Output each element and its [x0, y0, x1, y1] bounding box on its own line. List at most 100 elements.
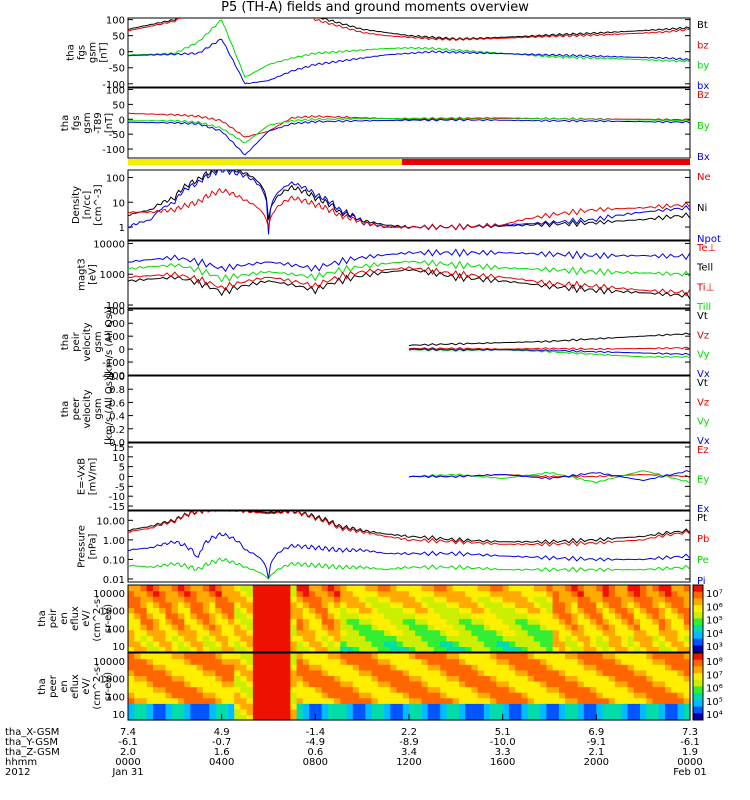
xaxis-value: 3.4 [401, 747, 417, 758]
ylabel: E=-VxB[mV/m] [77, 458, 99, 496]
colorbar-label: 10⁶ [706, 602, 723, 613]
ylabel: Pressure[nPa] [77, 525, 99, 568]
ylabel-line: velocity [82, 389, 93, 428]
series-Ex [408, 470, 690, 482]
colorbar-cell [693, 631, 703, 640]
ytick-label: 1000 [100, 675, 125, 686]
ylabel-line: gsm [93, 331, 104, 352]
ylabel-line: [nT] [104, 113, 115, 133]
legend-Bt: Bt [697, 20, 708, 31]
legend-bx: bx [697, 81, 709, 92]
xaxis-value: 0.6 [307, 747, 323, 758]
ylabel-line: peer [71, 397, 82, 421]
legend-Till: Till [696, 302, 711, 313]
ylabel-line: fgs [77, 45, 88, 60]
ytick-label: 0.8 [109, 385, 125, 396]
legend-Pt: Pt [697, 513, 707, 524]
mode-bar-slow [128, 159, 402, 165]
ytick-label: 1000 [100, 607, 125, 618]
xaxis-value: -10.0 [490, 737, 516, 748]
ytick-label: -50 [109, 130, 125, 141]
xaxis-value: -4.9 [306, 737, 326, 748]
series-Bx [128, 118, 690, 156]
ylabel-line: peir [48, 608, 59, 628]
colorbar-cell [693, 659, 703, 667]
series-Bt [128, 18, 690, 41]
series-Vt [408, 332, 690, 347]
ytick-label: 50 [112, 100, 125, 111]
ylabel-line: magt3 [77, 258, 88, 291]
panel-frame [127, 87, 691, 159]
ytick-label: 0.2 [109, 425, 125, 436]
series-Pe [128, 557, 690, 580]
ytick-label: -15 [109, 502, 125, 513]
colorbar-frame [692, 584, 704, 653]
xaxis-value: -6.1 [680, 737, 700, 748]
series-Ni [128, 170, 690, 231]
colorbar-cell [693, 706, 703, 714]
xaxis-value: 1.9 [682, 747, 698, 758]
ylabel-line: E=-VxB [77, 458, 88, 495]
legend-Vy: Vy [697, 417, 710, 428]
colorbar-cell [693, 618, 703, 626]
xaxis-value: 2.1 [588, 747, 604, 758]
ytick-label: 0.6 [109, 398, 125, 409]
series-Pb [128, 511, 690, 547]
xaxis-value: 5.1 [495, 727, 511, 738]
panel-efield: E=-VxB[mV/m] [77, 442, 691, 511]
ytick-label: 15 [112, 443, 125, 454]
panel-peer_vel: thapeervelocitygsm[km/s (All Qs)] [60, 373, 691, 445]
colorbar-cell [693, 713, 703, 721]
xaxis-value: 1200 [396, 757, 421, 768]
ytick-label: 10.00 [96, 516, 125, 527]
colorbar-label: 10⁷ [706, 589, 723, 600]
series-Vy [408, 348, 690, 359]
xaxis-value: 2000 [584, 757, 609, 768]
xaxis-value: 3.3 [495, 747, 511, 758]
colorbar-cell [693, 693, 703, 701]
legend-Pi: Pi [697, 576, 706, 587]
ytick-label: 100 [106, 173, 125, 184]
legend-Te⊥: Te⊥ [696, 243, 716, 254]
ylabel-line: sr-eV) [103, 672, 114, 701]
ytick-label: 100 [106, 332, 125, 343]
xaxis-value: 0000 [677, 757, 702, 768]
ytick-label: 100 [106, 692, 125, 703]
ytick-label: -200 [102, 371, 125, 382]
series-Ey [408, 470, 690, 484]
page-title: P5 (TH-A) fields and ground moments over… [221, 0, 529, 15]
ytick-label: 100 [106, 85, 125, 96]
ytick-label: 300 [106, 306, 125, 317]
legend-Bz: Bz [697, 90, 709, 101]
panel-frame [127, 375, 691, 443]
ytick-label: 1 [119, 223, 125, 234]
panel-peir_vel: thapeirvelocitygsm[km/s (All Qs)] [60, 306, 691, 378]
series-by [128, 19, 690, 79]
ylabel-line: tha [60, 401, 71, 417]
xaxis-row-label: tha_Z-GSM [5, 747, 60, 758]
colorbar-cell [693, 645, 703, 653]
ytick-label: 10 [112, 642, 125, 653]
ytick-label: 100 [106, 301, 125, 312]
xaxis-row-label: hhmm [5, 757, 37, 768]
spectrogram-peir_efl: thapeirenefluxeV/(cm^2-s-sr-eV) [37, 584, 704, 653]
xaxis-value: 1.6 [214, 747, 230, 758]
panel-frame [127, 308, 691, 376]
ylabel-line: [cm^-3] [93, 184, 104, 225]
spectrogram-peer_efl: thapeerenefluxeV/(cm^2-s-sr-eV) [37, 652, 704, 721]
ylabel: magt3[eV] [77, 258, 99, 291]
ylabel-line: en [59, 612, 70, 625]
colorbar-label: 10⁴ [706, 710, 723, 721]
xaxis-value: 7.4 [120, 727, 136, 738]
ytick-label: 0 [119, 48, 125, 59]
ylabel-line: tha [66, 44, 77, 60]
colorbar-cell [693, 605, 703, 613]
ylabel-line: [nT] [99, 42, 110, 62]
ylabel-line: tha [37, 610, 48, 626]
legend-Vt: Vt [697, 311, 708, 322]
mode-bar-fast [401, 159, 690, 165]
ylabel-line: en [59, 680, 70, 693]
panel-frame [127, 510, 691, 583]
ytick-label: 200 [106, 319, 125, 330]
ytick-label: 1.0 [109, 372, 125, 383]
